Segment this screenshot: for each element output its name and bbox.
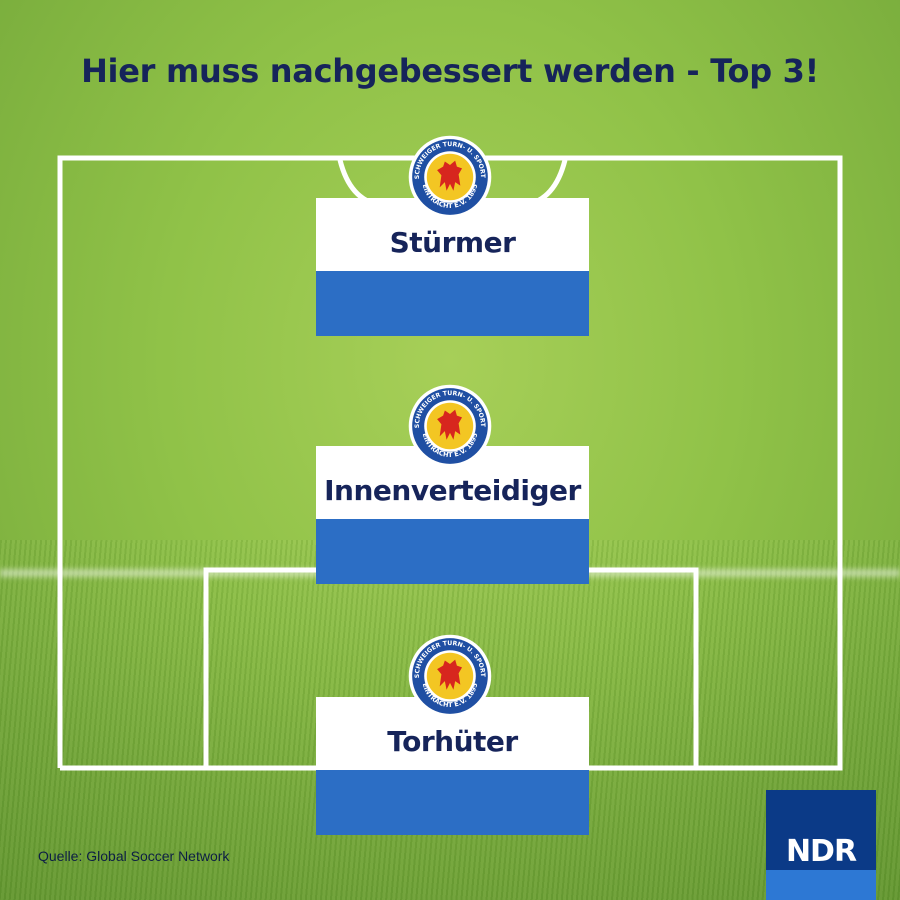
position-label: Torhüter — [387, 725, 518, 758]
ndr-logo: NDR — [766, 790, 876, 900]
position-label: Innenverteidiger — [324, 474, 581, 507]
position-card-color-bar — [316, 770, 589, 835]
lion-crest-icon: BRAUNSCHWEIGER TURN- U. SPORTVEREIN EINT… — [407, 633, 492, 718]
page-title: Hier muss nachgebessert werden - Top 3! — [81, 52, 819, 90]
lion-crest-icon: BRAUNSCHWEIGER TURN- U. SPORTVEREIN EINT… — [407, 383, 492, 468]
position-card-color-bar — [316, 519, 589, 584]
ndr-logo-bar — [766, 870, 876, 900]
ndr-logo-text: NDR — [785, 834, 857, 869]
position-card-color-bar — [316, 271, 589, 336]
position-card-torhueter: Torhüter — [316, 697, 589, 835]
source-caption: Quelle: Global Soccer Network — [38, 848, 230, 864]
lion-crest-icon: BRAUNSCHWEIGER TURN- U. SPORTVEREIN EINT… — [407, 134, 492, 219]
position-label: Stürmer — [389, 226, 516, 259]
